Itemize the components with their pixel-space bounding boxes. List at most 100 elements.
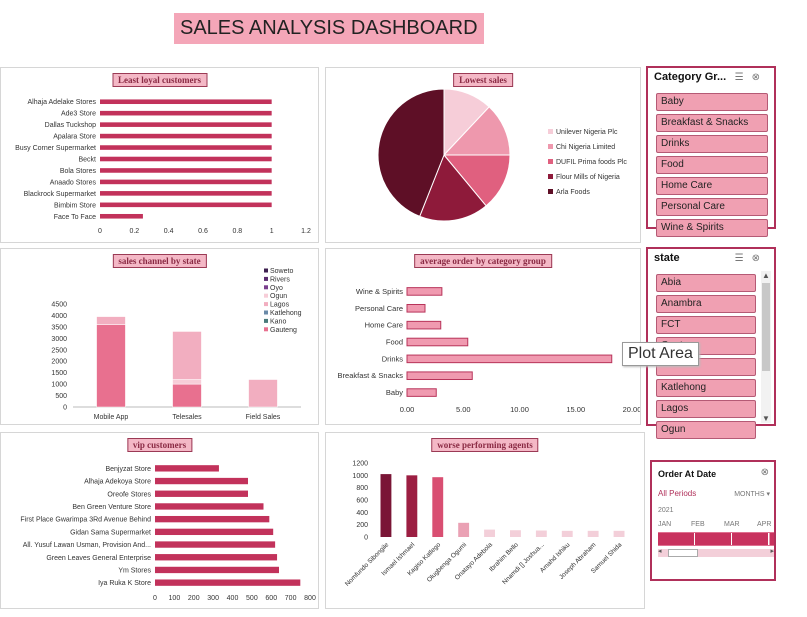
worse-agents-panel: worse performing agents 0 200 400 600 800 100… (325, 432, 645, 609)
y-tick-label: 800 (356, 485, 368, 492)
category-slicer-item[interactable]: Food (656, 156, 768, 174)
bar (100, 202, 272, 208)
timeline-month[interactable]: MAR (724, 521, 740, 528)
plot-area-tooltip: Plot Area (622, 342, 699, 366)
category-slicer-item[interactable]: Breakfast & Snacks (656, 114, 768, 132)
bar (155, 541, 276, 548)
timeline-month[interactable]: APR (757, 521, 772, 528)
category-label: Home Care (365, 321, 403, 330)
legend-label: Rivers (270, 276, 290, 283)
vip-customers-title[interactable]: vip customers (126, 438, 193, 452)
category-label: Iya Ruka K Store (98, 580, 151, 587)
bar (155, 515, 270, 523)
legend-label: DUFIL Prima foods Plc (556, 159, 627, 166)
multi-select-icon[interactable]: ☰ (734, 253, 752, 264)
legend-label: Soweto (270, 268, 293, 275)
category-slicer-item[interactable]: Wine & Spirits (656, 219, 768, 237)
x-tick-label: 0.2 (129, 228, 139, 235)
category-slicer-item[interactable]: Home Care (656, 177, 768, 195)
x-tick-label: 20.00 (623, 405, 640, 414)
category-label: All. Yusuf Lawan Usman, Provision And... (23, 542, 151, 549)
legend-swatch (264, 302, 268, 307)
state-slicer-item[interactable]: Lagos (656, 400, 756, 418)
worse-agents-title[interactable]: worse performing agents (431, 438, 539, 452)
category-label: Dallas Tuckshop (45, 122, 96, 129)
multi-select-icon[interactable]: ☰ (734, 72, 752, 83)
chevron-down-icon: ▾ (766, 491, 770, 498)
timeline-scrollbar[interactable]: ◂ ▸ (658, 548, 774, 557)
category-label: Wine & Spirits (356, 287, 403, 296)
category-label: Green Leaves General Enterprise (46, 555, 151, 562)
stacked-bar-segment (96, 316, 126, 325)
bar (406, 475, 418, 537)
bar (100, 145, 272, 150)
lowest-sales-chart[interactable]: Unilever Nigeria Plc Chi Nigeria Limited D… (326, 68, 640, 242)
category-slicer-item[interactable]: Baby (656, 93, 768, 111)
y-tick-label: 4500 (51, 302, 67, 309)
clear-filter-icon[interactable]: ⊗ (760, 467, 769, 478)
scroll-down-icon[interactable]: ▼ (762, 414, 770, 423)
x-tick-label: 0 (153, 595, 157, 602)
category-slicer-item[interactable]: Drinks (656, 135, 768, 153)
state-slicer-item[interactable]: FCT (656, 316, 756, 334)
scroll-up-icon[interactable]: ▲ (762, 271, 770, 280)
state-slicer: state ☰⊗ AbiaAnambraFCTGautengKatlehongL… (646, 247, 776, 439)
category-label: Gidan Sama Supermarket (70, 529, 151, 536)
vip-customers-chart[interactable]: Benjyzat Store Alhaja Adekoya Store Oreofe… (1, 433, 318, 608)
bar (155, 554, 278, 561)
y-tick-label: 4000 (51, 313, 67, 320)
category-label: Field Sales (246, 414, 281, 421)
x-tick-label: 15.00 (566, 405, 585, 414)
timeline-scroll-right-icon[interactable]: ▸ (770, 548, 774, 555)
x-tick-label: 800 (304, 595, 316, 602)
legend-swatch (264, 310, 268, 315)
category-label: Benjyzat Store (105, 466, 151, 473)
bar (406, 337, 469, 347)
pie-slice (377, 88, 445, 218)
x-tick-label: 10.00 (510, 405, 529, 414)
timeline-month[interactable]: JAN (658, 521, 672, 528)
state-scrollbar[interactable]: ▲ ▼ (761, 271, 771, 423)
category-label: Food (386, 338, 403, 347)
category-slicer-item[interactable]: Personal Care (656, 198, 768, 216)
state-slicer-item[interactable]: Ogun (656, 421, 756, 439)
y-tick-label: 2500 (51, 347, 67, 354)
bar (100, 191, 272, 196)
legend-swatch (264, 327, 268, 332)
timeline-month[interactable]: FEB (691, 521, 705, 528)
dashboard-title: SALES ANALYSIS DASHBOARD (174, 13, 484, 44)
x-tick-label: 0.8 (232, 228, 242, 235)
legend-label: Flour Mills of Nigeria (556, 174, 620, 181)
timeline-level-dropdown[interactable]: MONTHS ▾ (734, 490, 770, 498)
legend-swatch (548, 159, 553, 164)
least-loyal-title[interactable]: Least loyal customers (112, 73, 207, 87)
clear-filter-icon[interactable]: ⊗ (751, 72, 768, 83)
timeline-scroll-left-icon[interactable]: ◂ (658, 548, 662, 555)
legend-label: Oyo (270, 285, 283, 292)
bar (100, 110, 272, 116)
pie-slice (419, 154, 487, 222)
legend-label: Lagos (270, 302, 290, 309)
avg-order-chart[interactable]: Wine & Spirits Personal Care Home Care Food… (326, 249, 640, 424)
state-slicer-item[interactable]: Katlehong (656, 379, 756, 397)
scroll-thumb[interactable] (762, 283, 770, 371)
sales-channel-chart[interactable]: 0 500 1000 1500 2000 2500 3000 3500 4000 4500 Mobi… (1, 249, 318, 424)
x-tick-label: 400 (227, 595, 239, 602)
clear-filter-icon[interactable]: ⊗ (751, 253, 768, 264)
category-label: Alhaja Adelake Stores (28, 99, 97, 106)
sales-channel-title[interactable]: sales channel by state (112, 254, 207, 268)
category-label: Bola Stores (60, 168, 97, 175)
category-slicer-title: Category Gr... (654, 71, 727, 83)
state-slicer-item[interactable]: Anambra (656, 295, 756, 313)
state-slicer-item[interactable]: Abia (656, 274, 756, 292)
lowest-sales-title[interactable]: Lowest sales (453, 73, 513, 87)
bar (100, 213, 143, 219)
bar (406, 371, 473, 381)
timeline-scroll-thumb[interactable] (668, 549, 698, 557)
least-loyal-chart[interactable]: Alhaja Adelake Stores Ade3 Store Dallas Tu… (1, 68, 318, 242)
timeline-bar[interactable] (658, 532, 774, 546)
avg-order-title[interactable]: average order by category group (414, 254, 552, 268)
x-tick-label: 600 (265, 595, 277, 602)
x-tick-label: 1 (270, 228, 274, 235)
